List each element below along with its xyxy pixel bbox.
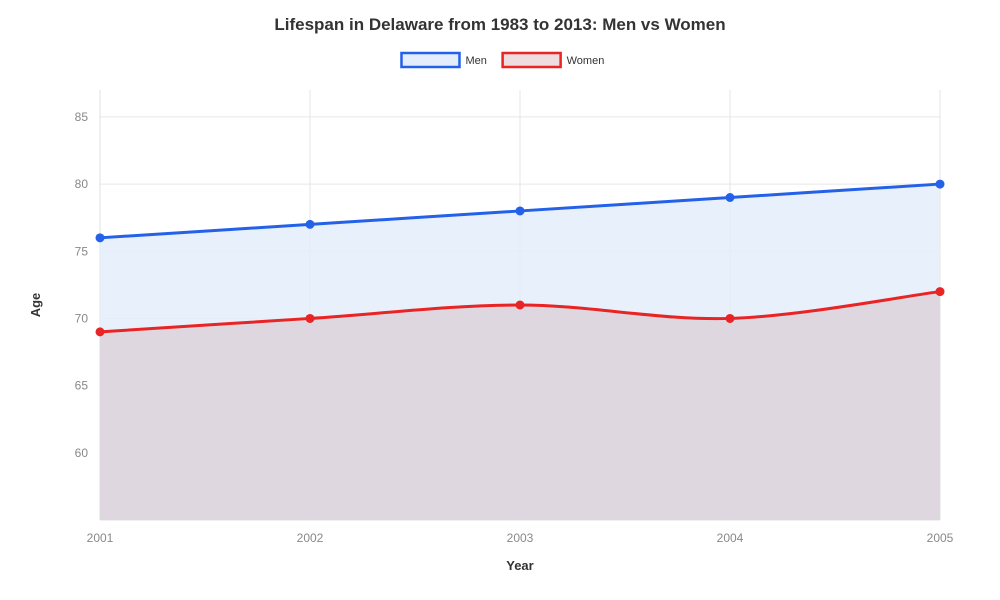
y-tick-label: 70: [75, 311, 89, 325]
x-tick-label: 2003: [507, 531, 534, 545]
series-marker-0[interactable]: [306, 220, 315, 229]
y-tick-label: 85: [75, 110, 89, 124]
series-marker-1[interactable]: [726, 314, 735, 323]
x-tick-label: 2002: [297, 531, 324, 545]
legend-swatch-0[interactable]: [401, 53, 459, 67]
series-marker-0[interactable]: [96, 233, 105, 242]
chart-svg: Lifespan in Delaware from 1983 to 2013: …: [0, 0, 1000, 600]
series-marker-1[interactable]: [306, 314, 315, 323]
x-tick-label: 2005: [927, 531, 954, 545]
series-marker-0[interactable]: [516, 206, 525, 215]
x-tick-label: 2001: [87, 531, 114, 545]
x-tick-label: 2004: [717, 531, 744, 545]
y-tick-label: 60: [75, 446, 89, 460]
legend-swatch-1[interactable]: [503, 53, 561, 67]
series-marker-1[interactable]: [936, 287, 945, 296]
y-tick-label: 75: [75, 244, 89, 258]
y-tick-label: 80: [75, 177, 89, 191]
series-marker-1[interactable]: [516, 301, 525, 310]
series-marker-0[interactable]: [726, 193, 735, 202]
chart-container: Lifespan in Delaware from 1983 to 2013: …: [0, 0, 1000, 600]
series-marker-0[interactable]: [936, 180, 945, 189]
y-tick-label: 65: [75, 379, 89, 393]
y-axis-label: Age: [28, 293, 43, 318]
x-axis-label: Year: [506, 558, 533, 573]
legend-label-0[interactable]: Men: [465, 55, 486, 67]
chart-title: Lifespan in Delaware from 1983 to 2013: …: [274, 15, 725, 34]
series-marker-1[interactable]: [96, 327, 105, 336]
legend-label-1[interactable]: Women: [567, 55, 605, 67]
series-area-1: [100, 292, 940, 520]
